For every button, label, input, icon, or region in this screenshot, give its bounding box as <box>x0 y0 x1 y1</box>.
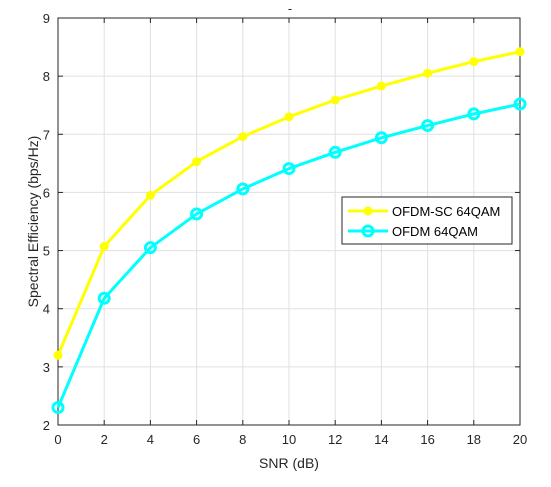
series-1-point <box>376 81 386 91</box>
series-2-point <box>421 119 435 133</box>
x-tick-label: 18 <box>467 432 481 447</box>
x-tick-label: 6 <box>193 432 200 447</box>
series-2-point <box>467 107 481 121</box>
x-tick-label: 4 <box>147 432 154 447</box>
legend-marker-2 <box>361 224 375 238</box>
x-tick-label: 16 <box>420 432 434 447</box>
series-1-point <box>423 68 433 78</box>
series-1-point <box>515 47 525 57</box>
series-1-point <box>238 132 248 142</box>
series-2-point <box>143 241 157 255</box>
series-lines <box>51 47 527 415</box>
legend-marker-1 <box>363 206 373 216</box>
series-1-point <box>145 190 155 200</box>
y-tick-label: 4 <box>43 302 50 317</box>
series-2-point <box>328 145 342 159</box>
series-2-point <box>51 401 65 415</box>
series-2-point <box>282 162 296 176</box>
series-2-point <box>97 291 111 305</box>
series-1-point <box>192 157 202 167</box>
y-axis-label: Spectral Efficiency (bps/Hz) <box>25 136 41 308</box>
y-tick-label: 8 <box>43 69 50 84</box>
series-1-point <box>53 350 63 360</box>
series-1-point <box>284 112 294 122</box>
y-tick-label: 7 <box>43 127 50 142</box>
legend-box <box>341 196 513 245</box>
x-tick-label: 12 <box>328 432 342 447</box>
x-tick-label: 20 <box>513 432 527 447</box>
series-2-point <box>374 131 388 145</box>
x-tick-label: 10 <box>282 432 296 447</box>
chart-title-mark: - <box>288 1 292 16</box>
legend-label-2: OFDM 64QAM <box>392 224 478 239</box>
y-tick-label: 2 <box>43 418 50 433</box>
x-axis-label: SNR (dB) <box>259 455 319 471</box>
x-tick-label: 8 <box>239 432 246 447</box>
series-line-2 <box>56 102 521 409</box>
legend: OFDM-SC 64QAM OFDM 64QAM <box>341 196 513 245</box>
series-2-point <box>236 182 250 196</box>
series-2-point <box>513 97 527 111</box>
y-tick-label: 3 <box>43 360 50 375</box>
x-tick-label: 14 <box>374 432 388 447</box>
y-tick-label: 9 <box>43 11 50 26</box>
y-tick-label: 6 <box>43 185 50 200</box>
series-1-point <box>330 95 340 105</box>
x-tick-label: 2 <box>101 432 108 447</box>
series-1-point <box>99 242 109 252</box>
x-tick-label: 0 <box>54 432 61 447</box>
y-tick-label: 5 <box>43 244 50 259</box>
legend-label-1: OFDM-SC 64QAM <box>392 204 500 219</box>
series-2-point <box>190 207 204 221</box>
series-1-point <box>469 57 479 67</box>
